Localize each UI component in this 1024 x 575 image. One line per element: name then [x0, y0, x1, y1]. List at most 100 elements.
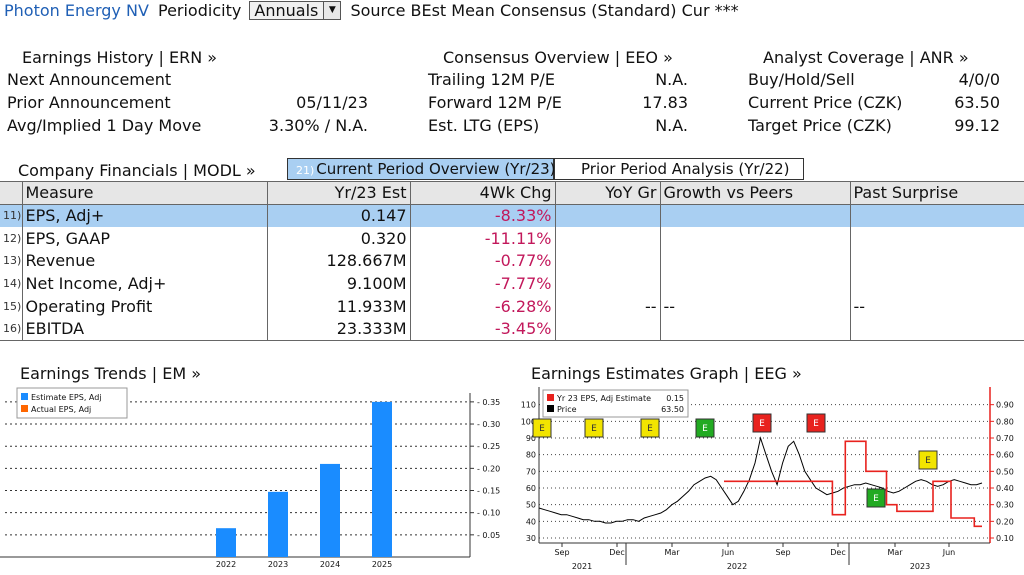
table-row[interactable]: 16) EBITDA 23.333M -3.45% — [0, 317, 1024, 341]
x-year-label: 2021 — [572, 562, 592, 571]
bar-estimate-2022 — [216, 528, 236, 557]
marker-box — [695, 418, 715, 438]
x-tick-label: 2024 — [320, 560, 340, 569]
measure-cell: EPS, GAAP — [22, 226, 268, 250]
consensus-overview-title[interactable]: Consensus Overview | EEO » — [443, 48, 673, 67]
left-tick-label: 40 — [526, 517, 536, 526]
periodicity-select[interactable]: Annuals ▼ — [249, 1, 342, 20]
price-line — [538, 436, 983, 524]
peers-cell — [660, 204, 851, 227]
yoy-cell — [555, 317, 661, 341]
marker-box — [584, 418, 604, 438]
chg-cell: -3.45% — [410, 317, 556, 341]
earnings-event-marker: E — [695, 418, 715, 438]
peers-cell — [660, 226, 851, 250]
legend-value-price: 63.50 — [661, 405, 684, 414]
x-tick-label: Mar — [887, 548, 903, 557]
y-tick-label: - 0.10 — [477, 509, 500, 518]
header-num — [0, 181, 23, 205]
periodicity-label: Periodicity — [157, 1, 242, 20]
top-bar: Photon Energy NV Periodicity Annuals ▼ S… — [0, 0, 1024, 22]
measure-cell: EBITDA — [22, 317, 268, 341]
right-tick-label: 0.90 — [996, 401, 1014, 410]
earnings-estimates-chart[interactable]: 30 40 50 60 70 80 90 100 110 0.10 0.20 0.30 0.40 0.50… — [512, 385, 1024, 575]
earnings-trends-chart[interactable]: - 0.05 - 0.10 - 0.15 - 0.20 - 0.25 - 0.30 - 0.… — [0, 385, 510, 575]
left-tick-label: 70 — [526, 467, 536, 476]
header-surprise[interactable]: Past Surprise — [850, 181, 1024, 205]
chg-cell: -8.33% — [410, 204, 556, 227]
peers-cell — [660, 317, 851, 341]
est-ltg-label: Est. LTG (EPS) — [428, 116, 540, 135]
tab-prior-period[interactable]: Prior Period Analysis (Yr/22) — [554, 158, 804, 180]
earnings-trends-title[interactable]: Earnings Trends | EM » — [20, 364, 201, 383]
est-cell: 0.147 — [267, 204, 411, 227]
day-move-value: 3.30% / N.A. — [268, 116, 368, 135]
right-tick-label: 0.20 — [996, 517, 1014, 526]
y-tick-label: - 0.25 — [477, 442, 500, 451]
left-tick-label: 80 — [526, 451, 536, 460]
earnings-event-marker: E — [806, 413, 826, 433]
est-cell: 9.100M — [267, 272, 411, 295]
x-tick-label: Mar — [664, 548, 680, 557]
yoy-cell — [555, 204, 661, 227]
marker-label: E — [702, 424, 708, 434]
est-cell: 11.933M — [267, 294, 411, 318]
target-price-label: Target Price (CZK) — [748, 116, 892, 135]
table-row[interactable]: 12) EPS, GAAP 0.320 -11.11% — [0, 226, 1024, 250]
x-tick-label: Dec — [609, 548, 624, 557]
marker-label: E — [591, 424, 597, 434]
marker-label: E — [873, 494, 879, 504]
yoy-cell — [555, 272, 661, 295]
est-ltg-value: N.A. — [655, 116, 688, 135]
header-est[interactable]: Yr/23 Est — [267, 181, 411, 205]
right-tick-label: 0.50 — [996, 467, 1014, 476]
x-tick-label: Sep — [554, 548, 569, 557]
right-tick-label: 0.80 — [996, 417, 1014, 426]
y-tick-label: - 0.15 — [477, 487, 500, 496]
surprise-cell: -- — [850, 294, 1024, 318]
x-year-label: 2023 — [910, 562, 930, 571]
buy-hold-sell-value: 4/0/0 — [958, 70, 1000, 89]
earnings-history-title[interactable]: Earnings History | ERN » — [22, 48, 218, 67]
header-yoy[interactable]: YoY Gr — [555, 181, 661, 205]
tab-current-period[interactable]: 21) Current Period Overview (Yr/23) — [287, 158, 556, 180]
company-name[interactable]: Photon Energy NV — [4, 1, 149, 20]
surprise-cell — [850, 226, 1024, 250]
target-price-value: 99.12 — [954, 116, 1000, 135]
table-row[interactable]: 14) Net Income, Adj+ 9.100M -7.77% — [0, 272, 1024, 295]
tab-number: 21) — [296, 164, 315, 177]
table-row[interactable]: 11) EPS, Adj+ 0.147 -8.33% — [0, 204, 1024, 227]
left-tick-label: 60 — [526, 484, 536, 493]
left-tick-label: 50 — [526, 501, 536, 510]
row-number: 11) — [0, 204, 23, 227]
earnings-event-marker: E — [866, 488, 886, 508]
table-row[interactable]: 13) Revenue 128.667M -0.77% — [0, 249, 1024, 273]
measure-cell: EPS, Adj+ — [22, 204, 268, 227]
marker-box — [752, 413, 772, 433]
x-tick-label: 2023 — [268, 560, 288, 569]
header-peers[interactable]: Growth vs Peers — [660, 181, 851, 205]
est-cell: 23.333M — [267, 317, 411, 341]
right-tick-label: 0.40 — [996, 484, 1014, 493]
peers-cell — [660, 272, 851, 295]
forward-pe-value: 17.83 — [642, 93, 688, 112]
analyst-coverage-title[interactable]: Analyst Coverage | ANR » — [763, 48, 969, 67]
earnings-estimates-title[interactable]: Earnings Estimates Graph | EEG » — [531, 364, 802, 383]
chevron-down-icon[interactable]: ▼ — [323, 2, 341, 19]
marker-label: E — [539, 424, 545, 434]
bar-estimate-2025 — [372, 401, 392, 557]
chg-cell: -0.77% — [410, 249, 556, 273]
x-tick-label: Dec — [830, 548, 845, 557]
marker-label: E — [647, 424, 653, 434]
legend-label-estimate: Yr 23 EPS, Adj Estimate — [556, 394, 651, 403]
tab-prior-period-label: Prior Period Analysis (Yr/22) — [581, 160, 790, 178]
table-row[interactable]: 15) Operating Profit 11.933M -6.28% -- -- -- — [0, 294, 1024, 318]
row-number: 12) — [0, 226, 23, 250]
right-tick-label: 0.30 — [996, 501, 1014, 510]
x-tick-label: 2025 — [372, 560, 392, 569]
row-number: 15) — [0, 294, 23, 318]
company-financials-title[interactable]: Company Financials | MODL » — [18, 161, 256, 180]
header-measure[interactable]: Measure — [22, 181, 268, 205]
header-chg[interactable]: 4Wk Chg — [410, 181, 556, 205]
earnings-event-marker: E — [752, 413, 772, 433]
